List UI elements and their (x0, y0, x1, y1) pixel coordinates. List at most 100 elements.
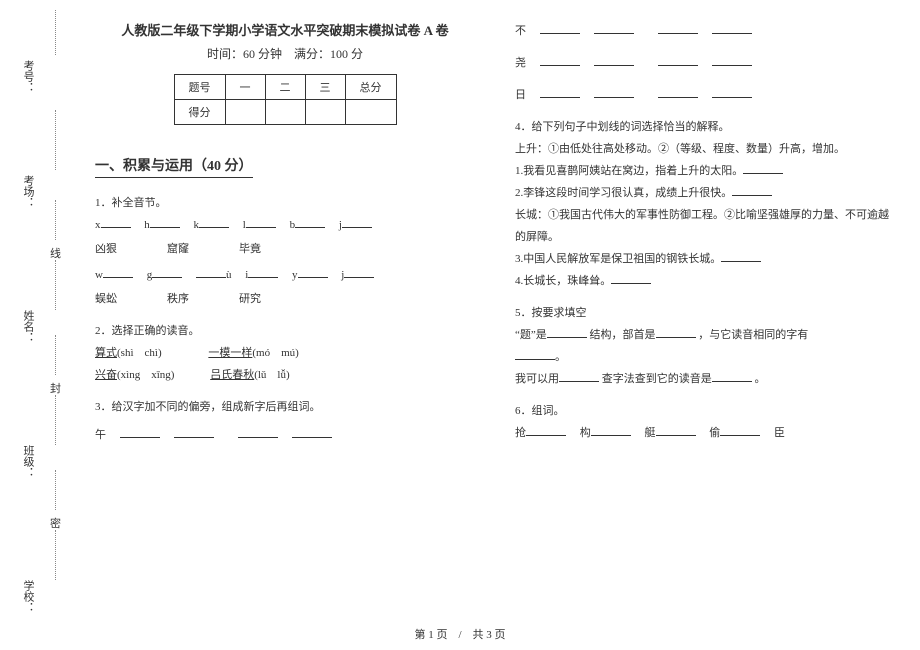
text: 4.长城长，珠峰耸。 (515, 275, 611, 287)
dotted-line (55, 260, 56, 310)
char-row: 凶狠 窟窿 毕竟 (95, 238, 475, 260)
blank[interactable] (238, 425, 278, 438)
q5-line: 。 (515, 346, 895, 368)
blank[interactable] (248, 265, 278, 278)
sentence: 3.中国人民解放军是保卫祖国的钢铁长城。 (515, 248, 895, 270)
td[interactable] (305, 100, 345, 125)
word: 毕竟 (239, 238, 261, 260)
blank[interactable] (656, 325, 696, 338)
blank[interactable] (152, 265, 182, 278)
blank[interactable] (103, 265, 133, 278)
blank[interactable] (526, 423, 566, 436)
exam-title: 人教版二年级下学期小学语文水平突破期末模拟试卷 A 卷 (95, 20, 475, 39)
options: (mó mú) (252, 347, 298, 359)
dotted-line (55, 395, 56, 445)
blank[interactable] (732, 183, 772, 196)
word: 构 (580, 427, 591, 439)
blank[interactable] (591, 423, 631, 436)
blank[interactable] (101, 215, 131, 228)
blank[interactable] (712, 53, 752, 66)
table-row: 题号 一 二 三 总分 (174, 75, 396, 100)
blank[interactable] (712, 369, 752, 382)
label-room: 考场： (20, 175, 36, 208)
blank[interactable] (292, 425, 332, 438)
char-block: 不 (515, 20, 895, 42)
q-num: 1．补全音节。 (95, 192, 475, 214)
blank[interactable] (540, 53, 580, 66)
blank[interactable] (594, 21, 634, 34)
dotted-line (55, 530, 56, 580)
text: 结构，部首是 (590, 329, 656, 341)
blank[interactable] (658, 53, 698, 66)
question-1: 1．补全音节。 x h k l b j 凶狠 窟窿 毕竟 w g ù i y (95, 192, 475, 310)
section-heading: 一、积累与运用（40 分） (95, 155, 253, 178)
word: 偷 (709, 427, 720, 439)
blank[interactable] (547, 325, 587, 338)
blank[interactable] (594, 85, 634, 98)
blank[interactable] (120, 425, 160, 438)
question-5: 5．按要求填空 “题”是 结构，部首是 ，与它读音相同的字有 。 我可以用 查字… (515, 302, 895, 390)
blank[interactable] (720, 423, 760, 436)
blank[interactable] (743, 161, 783, 174)
text: 2.李锋这段时间学习很认真，成绩上升很快。 (515, 187, 732, 199)
blank[interactable] (295, 215, 325, 228)
q-num: 6．组词。 (515, 400, 895, 422)
blank[interactable] (174, 425, 214, 438)
q2-line: 兴奋(xìng xīng) 吕氏春秋(lǔ lǚ) (95, 364, 475, 386)
blank[interactable] (298, 265, 328, 278)
pinyin-line: x h k l b j (95, 214, 475, 236)
q5-line: 我可以用 查字法查到它的读音是 。 (515, 368, 895, 390)
q3-line: 午 (95, 424, 475, 446)
word: 凶狠 (95, 238, 117, 260)
char-block: 尧 (515, 52, 895, 74)
options: (xìng xīng) (117, 369, 174, 381)
blank[interactable] (540, 85, 580, 98)
pinyin-line: w g ù i y j (95, 264, 475, 286)
right-column: 不 尧 日 4．给下列句子中划线的词选择恰当的解释。 上升：①由低处往高处移动。… (515, 20, 895, 456)
blank[interactable] (721, 249, 761, 262)
blank[interactable] (515, 347, 555, 360)
question-6: 6．组词。 抢 构 艇 偷 臣 (515, 400, 895, 444)
table-row: 得分 (174, 100, 396, 125)
text: 查字法查到它的读音是 (602, 373, 712, 385)
sentence: 1.我看见喜鹊阿姨站在窝边，指着上升的太阳。 (515, 160, 895, 182)
blank[interactable] (658, 85, 698, 98)
blank[interactable] (342, 215, 372, 228)
blank[interactable] (150, 215, 180, 228)
blank[interactable] (196, 265, 226, 278)
text: “题”是 (515, 329, 547, 341)
blank[interactable] (540, 21, 580, 34)
th: 一 (225, 75, 265, 100)
base-char: 尧 (515, 57, 526, 69)
blank[interactable] (594, 53, 634, 66)
underlined: 算式 (95, 347, 117, 359)
blank[interactable] (656, 423, 696, 436)
char-block: 日 (515, 84, 895, 106)
td[interactable] (225, 100, 265, 125)
sentence: 2.李锋这段时间学习很认真，成绩上升很快。 (515, 182, 895, 204)
letter: ù (226, 269, 232, 281)
definition: 上升：①由低处往高处移动。②（等级、程度、数量）升高，增加。 (515, 138, 895, 160)
blank[interactable] (712, 21, 752, 34)
word: 艇 (645, 427, 656, 439)
blank[interactable] (199, 215, 229, 228)
blank[interactable] (712, 85, 752, 98)
word: 研究 (239, 288, 261, 310)
blank[interactable] (246, 215, 276, 228)
q-num: 5．按要求填空 (515, 302, 895, 324)
dotted-line (55, 470, 56, 510)
text: 。 (755, 373, 766, 385)
text: 3.中国人民解放军是保卫祖国的钢铁长城。 (515, 253, 721, 265)
blank[interactable] (344, 265, 374, 278)
q-num: 3．给汉字加不同的偏旁，组成新字后再组词。 (95, 396, 475, 418)
dotted-line (55, 335, 56, 375)
td[interactable] (265, 100, 305, 125)
page-footer: 第 1 页 / 共 3 页 (0, 626, 920, 642)
base-char: 不 (515, 25, 526, 37)
blank[interactable] (658, 21, 698, 34)
blank[interactable] (559, 369, 599, 382)
question-2: 2．选择正确的读音。 算式(shì chì) 一模一样(mó mú) 兴奋(xì… (95, 320, 475, 386)
blank[interactable] (611, 271, 651, 284)
label-number: 考号： (20, 60, 36, 93)
td[interactable] (345, 100, 396, 125)
